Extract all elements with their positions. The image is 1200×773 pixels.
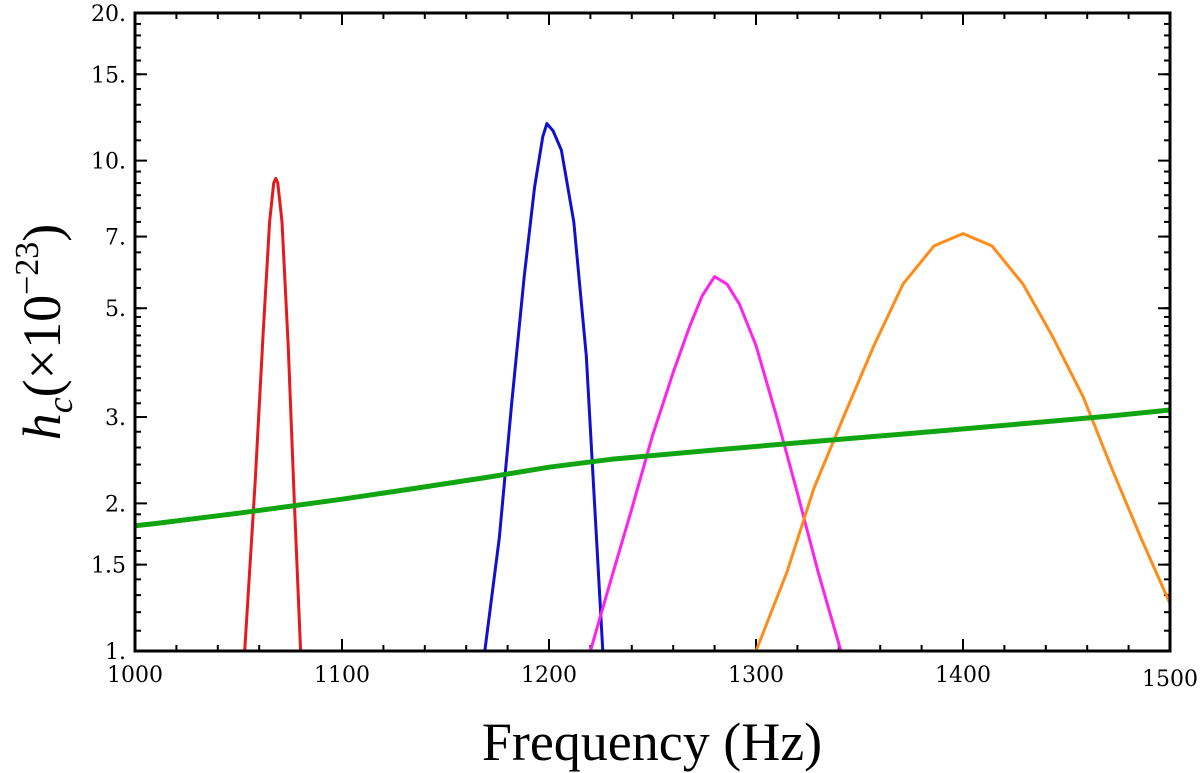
y-tick-label: 1.5: [91, 554, 126, 579]
y-tick-label: 10.: [91, 150, 126, 175]
x-tick-label: 1000: [107, 663, 163, 688]
x-tick-label: 1100: [314, 663, 370, 688]
y-tick-label: 3.: [105, 406, 126, 431]
x-tick-label: 1200: [521, 663, 577, 688]
y-axis-title-close: ): [12, 224, 72, 242]
tick-labels: 1000 1100 1200 1300 1400 1500 1. 1.5 2. 3. 5. 7. 10.…: [91, 2, 1198, 692]
y-tick-label: 7.: [105, 226, 126, 251]
y-axis-title-exp: −23: [9, 242, 46, 295]
y-tick-label: 15.: [91, 63, 126, 88]
y-tick-label: 2.: [105, 492, 126, 517]
axis-ticks: [134, 12, 1171, 652]
series-blue-peak: [483, 122, 605, 651]
series-red-peak: [243, 176, 303, 651]
y-axis-title: hc(×10−23): [9, 224, 80, 441]
x-axis-title: Frequency (Hz): [482, 712, 822, 772]
y-axis-title-h: h: [12, 413, 72, 440]
x-tick-label: 1300: [728, 663, 784, 688]
x-tick-label: 1400: [935, 663, 991, 688]
y-tick-label: 1.: [105, 640, 126, 665]
y-axis-title-paren: (×10: [12, 295, 72, 397]
y-axis-title-sub: c: [40, 397, 80, 413]
plot-frame: [133, 11, 1172, 653]
x-tick-label: 1500: [1142, 667, 1198, 692]
series-magenta-peak: [588, 275, 843, 651]
y-tick-label: 20.: [91, 2, 126, 27]
series-green-threshold: [135, 407, 1170, 529]
series-orange-peak: [754, 232, 1170, 651]
series-layer: [135, 122, 1170, 651]
y-tick-label: 5.: [105, 297, 126, 322]
